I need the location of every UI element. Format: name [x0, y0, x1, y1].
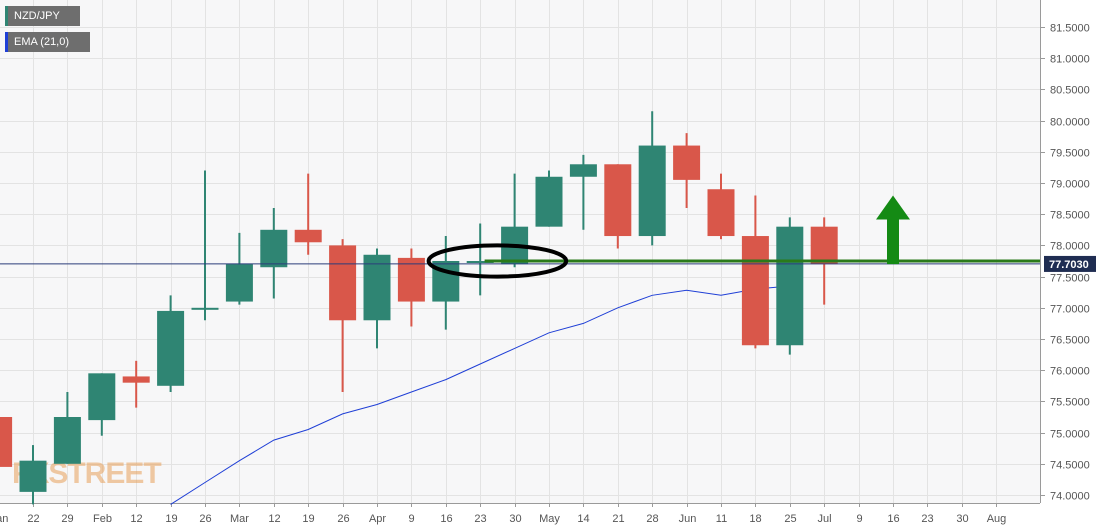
x-tick-label: 12 — [268, 513, 280, 525]
last-price-tag — [1044, 255, 1096, 272]
candle-body — [673, 145, 701, 180]
x-tick-label: Mar — [230, 513, 249, 525]
y-tick-label: 81.0000 — [1050, 54, 1090, 66]
x-tick-label: 21 — [612, 513, 624, 525]
candle-body — [466, 261, 494, 263]
x-tick-label: 29 — [61, 513, 73, 525]
y-tick-label: 79.5000 — [1050, 148, 1090, 160]
candle-body — [225, 264, 253, 302]
legend-ema: EMA (21,0) — [5, 32, 90, 52]
candle-body — [260, 229, 288, 268]
x-tick-label: 16 — [440, 513, 452, 525]
candle-body — [604, 164, 632, 237]
y-tick-label: 76.0000 — [1050, 366, 1090, 378]
x-tick-label: 23 — [474, 513, 486, 525]
x-tick-label: 23 — [921, 513, 933, 525]
legend-symbol: NZD/JPY — [5, 6, 80, 26]
candle-body — [707, 189, 735, 237]
y-tick-label: 78.0000 — [1050, 241, 1090, 253]
candle-body — [157, 310, 185, 386]
legend-symbol-swatch — [5, 6, 8, 26]
x-tick-label: Jun — [679, 513, 697, 525]
candle-body — [53, 417, 81, 464]
x-tick-label: 19 — [302, 513, 314, 525]
x-tick-label: Jul — [817, 513, 831, 525]
x-tick-label: 12 — [130, 513, 142, 525]
candle-body — [329, 245, 357, 321]
y-tick-label: 78.5000 — [1050, 210, 1090, 222]
x-tick-label: 30 — [956, 513, 968, 525]
x-tick-label: 16 — [887, 513, 899, 525]
candle-body — [397, 257, 425, 302]
legend-ema-swatch — [5, 32, 8, 52]
legend-ema-label: EMA (21,0) — [14, 36, 70, 48]
x-tick-label: 26 — [337, 513, 349, 525]
ema-line — [170, 285, 790, 505]
candle-body — [294, 229, 322, 243]
y-tick-label: 80.0000 — [1050, 117, 1090, 129]
candle-body — [776, 226, 804, 346]
x-tick-label: 9 — [408, 513, 414, 525]
y-tick-label: 77.5000 — [1050, 273, 1090, 285]
y-tick-label: 77.0000 — [1050, 304, 1090, 316]
candle-body — [122, 376, 150, 383]
candle-body — [638, 145, 666, 237]
candle-body — [19, 460, 47, 492]
candle-body — [569, 164, 597, 177]
x-tick-label: 22 — [27, 513, 39, 525]
x-tick-label: 28 — [646, 513, 658, 525]
y-tick-label: 74.5000 — [1050, 460, 1090, 472]
x-tick-label: May — [539, 513, 560, 525]
legend-symbol-label: NZD/JPY — [14, 10, 60, 22]
x-tick-label: Feb — [93, 513, 112, 525]
candle-body — [191, 307, 219, 310]
candle-body — [88, 373, 116, 421]
x-tick-label: Aug — [987, 513, 1007, 525]
x-tick-label: 14 — [577, 513, 589, 525]
x-tick-label: 25 — [784, 513, 796, 525]
up-arrow-annotation — [876, 195, 910, 265]
y-tick-label: 75.0000 — [1050, 429, 1090, 441]
y-tick-label: 81.5000 — [1050, 23, 1090, 35]
ellipse-annotation — [426, 243, 569, 279]
x-tick-label: 9 — [856, 513, 862, 525]
y-tick-label: 80.5000 — [1050, 85, 1090, 97]
last-price-label: 77.7030 — [1049, 259, 1089, 271]
x-tick-label: 11 — [716, 513, 727, 525]
x-tick-label: 26 — [199, 513, 211, 525]
x-tick-label: 19 — [165, 513, 177, 525]
y-tick-label: 74.0000 — [1050, 491, 1090, 503]
y-tick-label: 76.5000 — [1050, 335, 1090, 347]
candle-body — [363, 254, 391, 321]
x-tick-label: 18 — [749, 513, 761, 525]
candle-body — [741, 236, 769, 346]
x-tick-label: 30 — [509, 513, 521, 525]
candle-body — [810, 226, 838, 265]
candle-body — [0, 417, 13, 467]
y-tick-label: 79.0000 — [1050, 179, 1090, 191]
candle-body — [535, 176, 563, 227]
y-tick-label: 75.5000 — [1050, 397, 1090, 409]
x-tick-label: Jan — [0, 513, 8, 525]
x-tick-label: Apr — [369, 513, 386, 525]
